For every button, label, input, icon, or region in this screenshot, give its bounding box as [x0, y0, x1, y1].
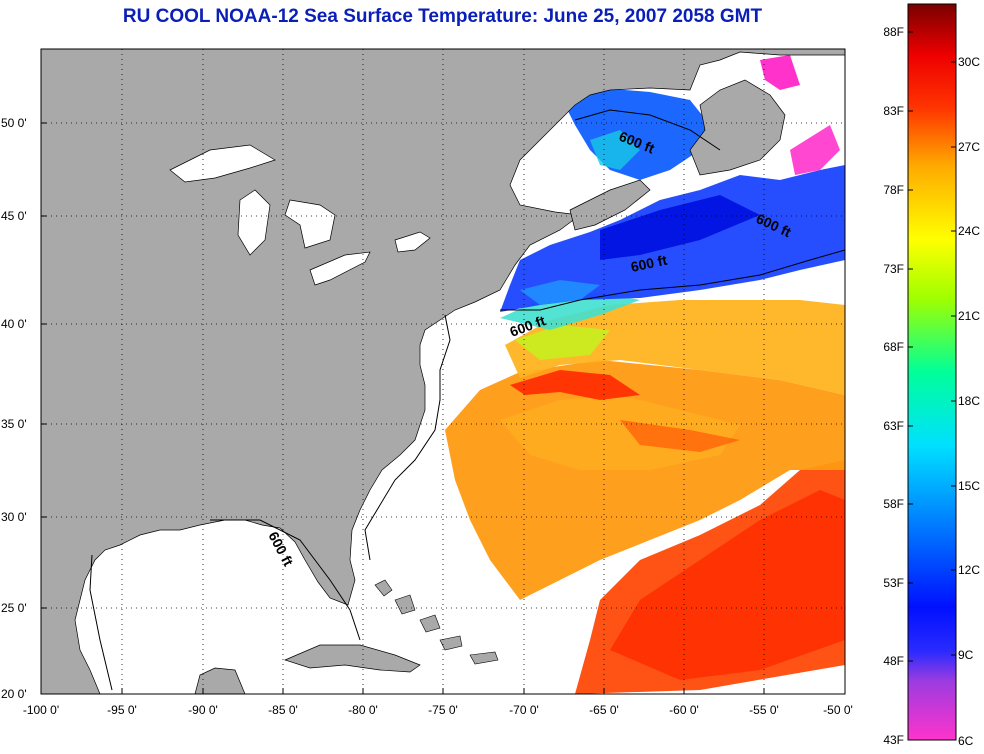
colorbar-f-label: 83F	[883, 104, 904, 118]
colorbar-c-label: 15C	[958, 479, 980, 493]
colorbar-f-label: 53F	[883, 576, 904, 590]
lat-lon-grid	[41, 49, 845, 694]
lon-tick-label: -75 0'	[428, 703, 458, 717]
colorbar-c-label: 9C	[958, 648, 974, 662]
lat-tick-label: 20 0'	[1, 687, 27, 701]
land-newfoundland	[689, 79, 786, 176]
lat-tick-label: 30 0'	[1, 510, 27, 524]
map-title: RU COOL NOAA-12 Sea Surface Temperature:…	[122, 6, 763, 27]
lat-tick-label: 45 0'	[1, 209, 27, 223]
temperature-colorbar: 88F 83F 78F 73F 68F 63F 58F 53F 48F 43F …	[883, 3, 980, 748]
lon-tick-label: -80 0'	[348, 703, 378, 717]
colorbar-f-label: 58F	[883, 497, 904, 511]
lon-tick-label: -55 0'	[749, 703, 779, 717]
land-nova-scotia	[569, 179, 651, 231]
colorbar-f-label: 48F	[883, 654, 904, 668]
colorbar-f-label: 68F	[883, 340, 904, 354]
lon-tick-label: -50 0'	[823, 703, 853, 717]
colorbar-c-label: 12C	[958, 563, 980, 577]
great-lakes	[169, 144, 431, 286]
colorbar-c-label: 21C	[958, 309, 980, 323]
colorbar-f-label: 78F	[883, 183, 904, 197]
sst-data-layer	[335, 55, 845, 694]
map-plot-area: 600 ft 600 ft 600 ft 600 ft 600 ft	[41, 49, 845, 694]
lon-tick-label: -100 0'	[23, 703, 59, 717]
600ft-isobath-contours	[89, 109, 845, 691]
colorbar-c-label: 30C	[958, 55, 980, 69]
colorbar-c-label: 27C	[958, 140, 980, 154]
lat-tick-label: 35 0'	[1, 417, 27, 431]
bahamas-islands	[374, 579, 499, 665]
lon-tick-label: -95 0'	[107, 703, 137, 717]
longitude-axis-labels: -100 0' -95 0' -90 0' -85 0' -80 0' -75 …	[23, 703, 853, 717]
lon-tick-label: -90 0'	[188, 703, 218, 717]
lon-tick-label: -65 0'	[589, 703, 619, 717]
colorbar-gradient	[907, 3, 957, 741]
lon-tick-label: -70 0'	[509, 703, 539, 717]
lat-tick-label: 50 0'	[1, 116, 27, 130]
colorbar-c-label: 18C	[958, 394, 980, 408]
colorbar-f-label: 63F	[883, 419, 904, 433]
land-cuba	[284, 644, 421, 673]
colorbar-f-label: 88F	[883, 25, 904, 39]
latitude-axis-labels: 50 0' 45 0' 40 0' 35 0' 30 0' 25 0' 20 0…	[1, 116, 27, 701]
colorbar-f-label: 73F	[883, 262, 904, 276]
colorbar-c-label: 24C	[958, 224, 980, 238]
axis-ticks	[40, 122, 846, 695]
land-yucatan	[194, 667, 246, 694]
lon-tick-label: -60 0'	[669, 703, 699, 717]
colorbar-f-label: 43F	[883, 733, 904, 747]
lat-tick-label: 40 0'	[1, 317, 27, 331]
lat-tick-label: 25 0'	[1, 601, 27, 615]
lon-tick-label: -85 0'	[268, 703, 298, 717]
contour-label-3: 600 ft	[629, 252, 668, 275]
colorbar-c-label: 6C	[958, 734, 974, 748]
